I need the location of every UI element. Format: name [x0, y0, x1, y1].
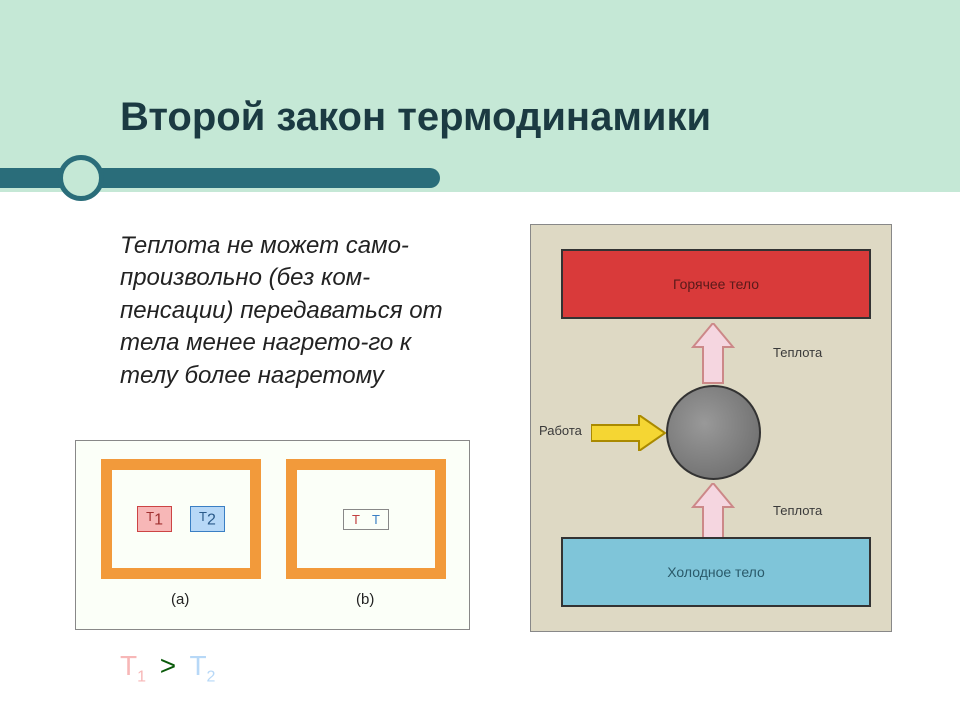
- inner-a: T1 T2: [111, 469, 251, 569]
- t1-label: T: [146, 509, 154, 524]
- ineq-t2: T2: [189, 650, 215, 681]
- t1-sub: 1: [154, 511, 163, 528]
- cold-body: Холодное тело: [561, 537, 871, 607]
- t1-box: T1: [137, 506, 172, 533]
- t-mix-a: T: [352, 512, 360, 527]
- ineq-gt: >: [160, 650, 176, 681]
- inequality: T1 > T2: [120, 650, 215, 687]
- ab-diagram: T1 T2 TT (a) (b): [75, 440, 470, 630]
- container-b: TT: [286, 459, 446, 579]
- container-a: T1 T2: [101, 459, 261, 579]
- t-mix-b: T: [372, 512, 380, 527]
- label-a: (a): [171, 591, 189, 608]
- hot-body: Горячее тело: [561, 249, 871, 319]
- body-text: Теплота не может само-произвольно (без к…: [120, 230, 460, 392]
- t2-sub: 2: [207, 511, 216, 528]
- ineq-t1: T1: [120, 650, 146, 681]
- t2-box: T2: [190, 506, 225, 533]
- work-label: Работа: [539, 423, 582, 438]
- heat-label-bottom: Теплота: [773, 503, 822, 518]
- slide-title: Второй закон термодинамики: [120, 95, 711, 140]
- heat-label-top: Теплота: [773, 345, 822, 360]
- arrow-heat-top-icon: [691, 323, 736, 390]
- arrow-work-icon: [591, 415, 666, 456]
- title-bullet-circle: [58, 155, 104, 201]
- label-b: (b): [356, 591, 374, 608]
- inner-b: TT: [296, 469, 436, 569]
- engine-circle: [666, 385, 761, 480]
- t2-label: T: [199, 509, 207, 524]
- heat-engine-diagram: Горячее тело Теплота Теплота Работа Холо…: [530, 224, 892, 632]
- t-mix-box: TT: [343, 509, 389, 530]
